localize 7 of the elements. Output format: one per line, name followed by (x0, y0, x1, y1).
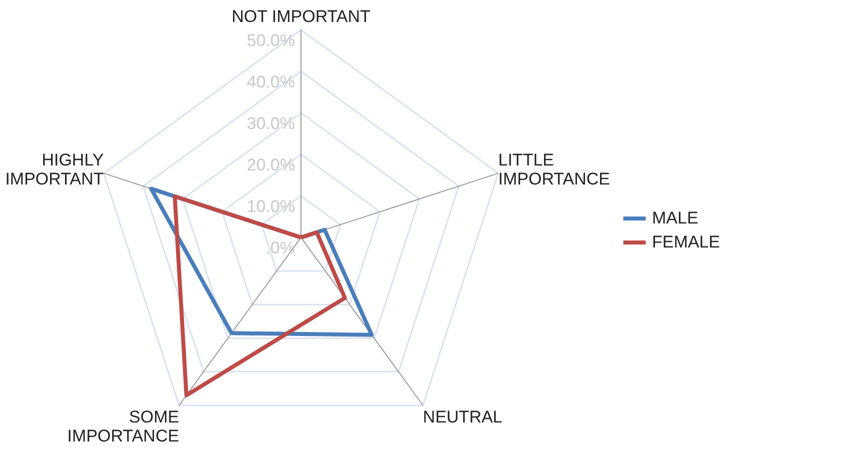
spoke-label: SOME IMPORTANCE (67, 407, 180, 446)
legend-label: MALE (652, 208, 698, 228)
spoke-label: HIGHLY IMPORTANT (5, 150, 104, 188)
spoke-label: LITTLE IMPORTANCE (498, 150, 610, 188)
spoke-label: NEUTRAL (422, 407, 502, 426)
legend-label: FEMALE (652, 232, 720, 252)
spoke-label: NOT IMPORTANT (232, 6, 370, 26)
